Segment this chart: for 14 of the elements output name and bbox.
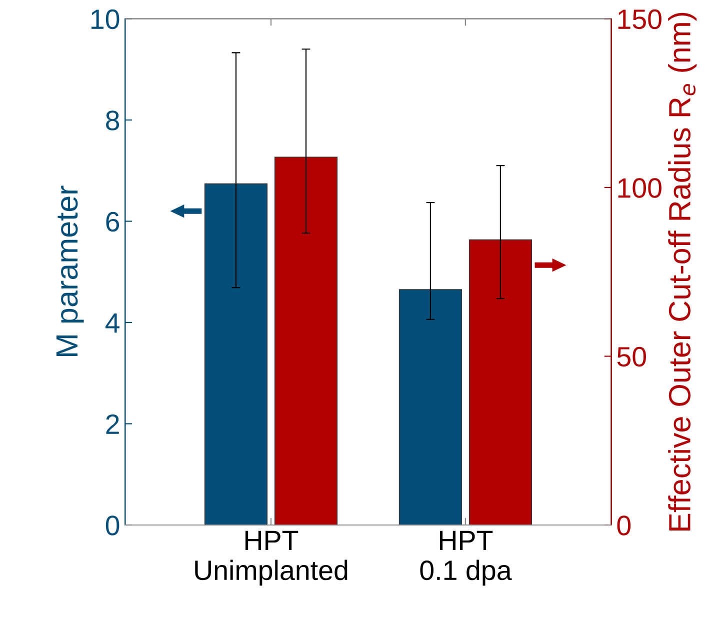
y2-tick-label: 0 xyxy=(617,516,631,536)
y-tick-label: 2 xyxy=(106,414,119,434)
y-tick-label: 6 xyxy=(106,212,120,232)
y2-axis-title: Effective Outer Cut-off Radius R$_{e}$ (nm) xyxy=(668,12,697,530)
x-tick-label: HPT 0.1 dpa xyxy=(420,530,512,586)
y-tick-label: 0 xyxy=(106,516,120,536)
y2-tick-label: 150 xyxy=(618,9,662,30)
y-tick-label: 10 xyxy=(91,9,120,30)
y-tick-label: 4 xyxy=(105,313,120,333)
x-tick-label: HPT Unimplanted xyxy=(195,530,348,586)
y-tick-label: 8 xyxy=(106,110,120,130)
y2-tick-label: 100 xyxy=(618,178,662,198)
y-axis-title: M parameter xyxy=(56,186,84,356)
y2-tick-label: 50 xyxy=(617,346,646,367)
